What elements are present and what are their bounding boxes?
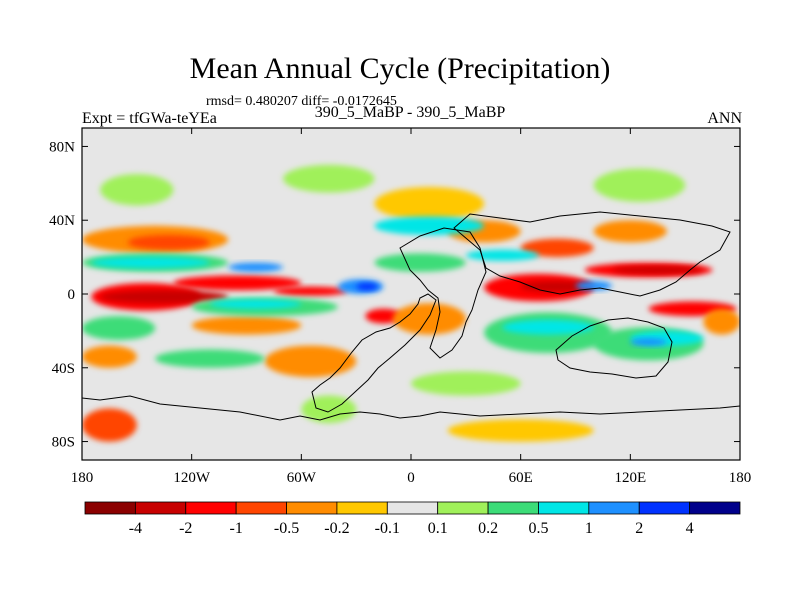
colorbar-label-3: -0.5 bbox=[274, 520, 299, 537]
colorbar-label-1: -2 bbox=[179, 520, 192, 537]
australia-outline bbox=[555, 317, 673, 379]
anomaly-region-15 bbox=[703, 308, 740, 335]
anomaly-region-12 bbox=[82, 345, 137, 368]
colorbar-swatch-1 bbox=[134, 501, 187, 515]
colorbar-swatch-7 bbox=[437, 501, 489, 515]
anomaly-region-25 bbox=[593, 168, 686, 202]
continent-outlines bbox=[82, 211, 740, 421]
anomaly-region-43 bbox=[575, 281, 613, 291]
x-tick-label-4: 60E bbox=[509, 470, 533, 486]
colorbar-swatch-10 bbox=[588, 501, 640, 515]
anomaly-region-17 bbox=[593, 220, 667, 243]
anomaly-region-21 bbox=[374, 187, 485, 221]
colorbar-swatch-8 bbox=[487, 501, 539, 515]
colorbar-label-11: 4 bbox=[686, 520, 694, 537]
colorbar-label-0: -4 bbox=[129, 520, 142, 537]
colorbar-swatch-0 bbox=[84, 501, 136, 515]
y-tick-label-0: 80N bbox=[49, 139, 75, 155]
y-tick-label-3: 40S bbox=[52, 361, 75, 377]
x-tick-label-3: 0 bbox=[407, 470, 415, 486]
anomaly-region-27 bbox=[411, 371, 521, 396]
map-axes: 180 120W 60W 0 60E 120E 180 80N 40N 0 40S 80S bbox=[49, 128, 751, 486]
experiment-label: Expt = tfGWa-teYEa bbox=[82, 110, 217, 127]
colorbar-label-8: 0.5 bbox=[528, 520, 548, 537]
season-label: ANN bbox=[707, 110, 742, 127]
y-tick-label-2: 0 bbox=[68, 287, 76, 303]
south-america-outline bbox=[311, 293, 437, 413]
anomaly-region-7 bbox=[100, 290, 229, 304]
x-tick-label-1: 120W bbox=[173, 470, 211, 486]
anomaly-region-9 bbox=[612, 266, 704, 274]
y-tick-label-1: 40N bbox=[49, 213, 75, 229]
anomaly-region-18 bbox=[127, 235, 210, 250]
anomaly-region-20 bbox=[82, 408, 137, 442]
anomaly-region-26 bbox=[301, 395, 357, 424]
colorbar-swatch-11 bbox=[638, 501, 691, 515]
colorbar-label-6: 0.1 bbox=[428, 520, 448, 537]
anomaly-region-35 bbox=[91, 257, 210, 269]
x-tick-label-6: 180 bbox=[729, 470, 752, 486]
colorbar-label-9: 1 bbox=[585, 520, 593, 537]
x-tick-label-5: 120E bbox=[614, 470, 646, 486]
anomaly-region-23 bbox=[100, 174, 174, 206]
colorbar-label-7: 0.2 bbox=[478, 520, 498, 537]
anomaly-region-19 bbox=[520, 238, 594, 258]
anomaly-region-38 bbox=[465, 249, 539, 261]
anomaly-region-30 bbox=[82, 316, 156, 341]
colorbar: -4 -2 -1 -0.5 -0.2 -0.1 0.1 0.2 0.5 1 2 4 bbox=[84, 501, 741, 537]
anomaly-region-6 bbox=[365, 308, 402, 324]
colorbar-swatch-9 bbox=[538, 501, 590, 515]
anomaly-region-22 bbox=[447, 419, 594, 442]
antarctica-outline bbox=[82, 395, 740, 421]
anomaly-region-36 bbox=[209, 299, 302, 309]
colorbar-label-2: -1 bbox=[229, 520, 242, 537]
anomaly-region-42 bbox=[228, 262, 283, 272]
colorbar-swatch-5 bbox=[336, 501, 388, 515]
anomaly-region-34 bbox=[155, 349, 265, 368]
colorbar-swatch-3 bbox=[235, 501, 287, 515]
eurasia-outline bbox=[453, 211, 731, 297]
y-tick-label-4: 80S bbox=[52, 435, 75, 451]
colorbar-label-10: 2 bbox=[635, 520, 643, 537]
anomaly-region-31 bbox=[374, 253, 466, 272]
anomaly-region-2 bbox=[273, 286, 348, 296]
anomaly-region-13 bbox=[191, 316, 302, 335]
anomaly-region-24 bbox=[283, 164, 375, 193]
x-tick-label-0: 180 bbox=[71, 470, 94, 486]
colorbar-swatch-12 bbox=[689, 501, 741, 515]
colorbar-swatch-4 bbox=[286, 501, 338, 515]
anomaly-region-44 bbox=[630, 338, 667, 346]
anomaly-region-11 bbox=[264, 345, 357, 377]
case-label: 390_5_MaBP - 390_5_MaBP bbox=[314, 104, 506, 121]
x-tick-label-2: 60W bbox=[287, 470, 317, 486]
anomaly-region-14 bbox=[392, 303, 466, 335]
africa-outline bbox=[399, 227, 487, 359]
colorbar-label-4: -0.2 bbox=[324, 520, 349, 537]
chart-title: Mean Annual Cycle (Precipitation) bbox=[189, 52, 611, 85]
anomaly-field bbox=[82, 164, 740, 442]
colorbar-swatch-2 bbox=[185, 501, 237, 515]
colorbar-label-5: -0.1 bbox=[375, 520, 400, 537]
anomaly-region-39 bbox=[374, 216, 485, 235]
anomaly-region-1 bbox=[173, 275, 302, 291]
colorbar-swatch-6 bbox=[386, 501, 439, 515]
anomaly-region-45 bbox=[356, 282, 379, 291]
rmsd-diff-stats: rmsd= 0.480207 diff= -0.0172645 bbox=[206, 94, 397, 109]
anomaly-region-37 bbox=[502, 319, 594, 335]
